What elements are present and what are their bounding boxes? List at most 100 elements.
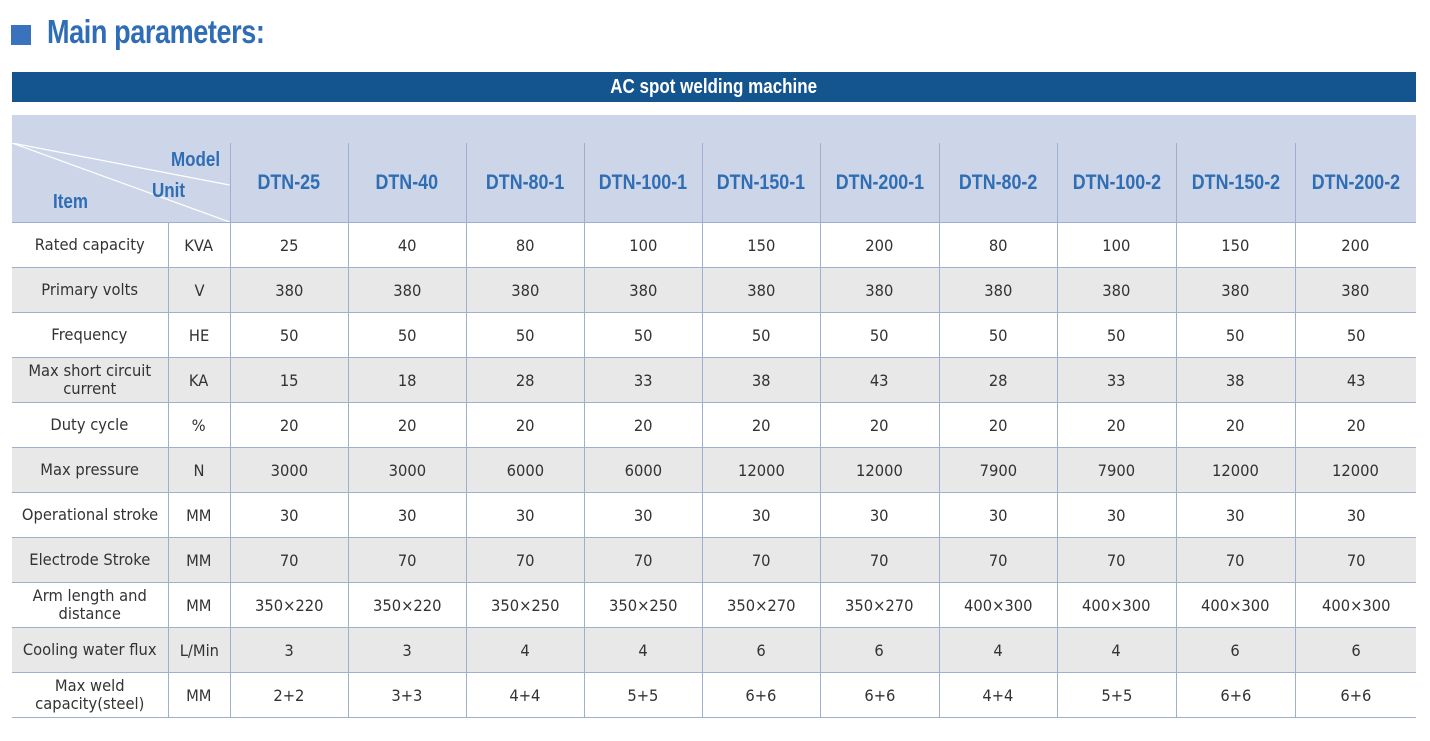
- table-row: Duty cycle% 20 20 20 20 20 20 20 20 20 20: [12, 402, 1416, 448]
- value-text: 20: [279, 415, 299, 435]
- value-text: 12000: [856, 460, 903, 480]
- value-cell: 30: [465, 492, 584, 538]
- unit-cell: KVA: [167, 222, 230, 268]
- value-cell: 400×300: [938, 582, 1057, 628]
- value-text: 6+6: [1340, 685, 1372, 705]
- value-cell: 200: [1294, 222, 1416, 268]
- value-cell: 33: [1056, 357, 1176, 403]
- unit-cell: N: [167, 447, 230, 493]
- value-text: 400×300: [1082, 595, 1151, 615]
- item-text: Electrode Stroke: [29, 550, 151, 569]
- value-text: 30: [1107, 505, 1126, 525]
- value-text: 400×300: [1321, 595, 1391, 615]
- item-cell: Duty cycle: [12, 402, 168, 448]
- value-text: 4+4: [509, 685, 541, 705]
- value-text: 4: [1111, 640, 1122, 660]
- value-cell: 50: [819, 312, 939, 358]
- value-cell: 2+2: [229, 672, 348, 718]
- item-cell: Rated capacity: [12, 222, 168, 268]
- value-cell: 38: [1175, 357, 1295, 403]
- value-text: 70: [397, 550, 417, 570]
- table-title: AC spot welding machine: [610, 75, 818, 98]
- value-text: 20: [870, 415, 889, 435]
- corner-header-cell: Model Unit Item: [12, 143, 230, 223]
- value-cell: 3000: [347, 447, 466, 493]
- item-cell: Cooling water flux: [12, 627, 168, 673]
- unit-text: V: [193, 280, 205, 300]
- bullet-square-icon: [11, 25, 31, 45]
- value-text: 50: [870, 325, 889, 345]
- value-text: 20: [515, 415, 535, 435]
- value-cell: 25: [229, 222, 348, 268]
- item-text: Max weld capacity(steel): [35, 676, 145, 713]
- model-name: DTN-80-1: [485, 170, 565, 194]
- model-name: DTN-80-2: [958, 170, 1038, 194]
- value-cell: 12000: [701, 447, 820, 493]
- value-cell: 6: [1175, 627, 1295, 673]
- value-text: 30: [633, 505, 653, 525]
- section-heading: Main parameters:: [11, 10, 312, 54]
- value-text: 25: [279, 235, 299, 255]
- value-cell: 50: [465, 312, 584, 358]
- value-text: 4: [638, 640, 648, 660]
- value-cell: 20: [347, 402, 466, 448]
- unit-cell: MM: [167, 582, 230, 628]
- value-text: 70: [515, 550, 535, 570]
- model-name: DTN-100-2: [1072, 170, 1161, 194]
- value-text: 70: [870, 550, 889, 570]
- model-name: DTN-40: [375, 170, 439, 194]
- value-text: 6000: [624, 460, 662, 480]
- value-cell: 50: [1056, 312, 1176, 358]
- value-cell: 30: [819, 492, 939, 538]
- unit-text: MM: [186, 550, 212, 570]
- value-text: 70: [1346, 550, 1366, 570]
- item-text: Cooling water flux: [22, 640, 157, 659]
- value-cell: 4: [465, 627, 584, 673]
- value-text: 70: [988, 550, 1008, 570]
- value-cell: 3: [229, 627, 348, 673]
- model-header-cell: DTN-100-1: [583, 143, 702, 223]
- table-row: Cooling water flux L/Min 3 3 4 4 6 6 4 4 6 6: [12, 627, 1416, 673]
- value-cell: 6: [1294, 627, 1416, 673]
- value-cell: 38: [701, 357, 820, 403]
- value-text: 350×270: [845, 595, 914, 615]
- model-header-cell: DTN-25: [229, 143, 348, 223]
- value-cell: 5+5: [583, 672, 702, 718]
- item-cell: Primary volts: [12, 267, 168, 313]
- value-text: 12000: [1332, 460, 1380, 480]
- value-cell: 30: [701, 492, 820, 538]
- value-cell: 350×270: [819, 582, 939, 628]
- model-header-cell: DTN-150-1: [701, 143, 820, 223]
- value-cell: 6+6: [819, 672, 939, 718]
- value-cell: 380: [701, 267, 820, 313]
- value-cell: 100: [583, 222, 702, 268]
- value-cell: 5+5: [1056, 672, 1176, 718]
- value-cell: 6+6: [701, 672, 820, 718]
- value-cell: 380: [1294, 267, 1416, 313]
- value-text: 3: [402, 640, 412, 660]
- value-cell: 4+4: [465, 672, 584, 718]
- value-cell: 4: [583, 627, 702, 673]
- value-text: 6+6: [1219, 685, 1252, 705]
- unit-cell: V: [167, 267, 230, 313]
- value-cell: 150: [701, 222, 820, 268]
- value-text: 200: [865, 235, 894, 255]
- value-cell: 70: [465, 537, 584, 583]
- value-text: 80: [515, 235, 535, 255]
- value-text: 50: [633, 325, 653, 345]
- value-text: 20: [1346, 415, 1366, 435]
- unit-text: L/Min: [179, 640, 219, 660]
- value-text: 33: [1107, 370, 1126, 390]
- value-text: 150: [746, 235, 776, 255]
- unit-cell: %: [167, 402, 230, 448]
- value-cell: 6+6: [1175, 672, 1295, 718]
- value-text: 28: [515, 370, 535, 390]
- value-cell: 6: [819, 627, 939, 673]
- value-text: 100: [1102, 235, 1131, 255]
- value-text: 30: [988, 505, 1008, 525]
- value-cell: 30: [1175, 492, 1295, 538]
- value-text: 380: [628, 280, 658, 300]
- value-cell: 20: [1056, 402, 1176, 448]
- table-row: Max short circuit current KA 15 18 28 33 38 43 2…: [12, 357, 1416, 403]
- value-cell: 43: [1294, 357, 1416, 403]
